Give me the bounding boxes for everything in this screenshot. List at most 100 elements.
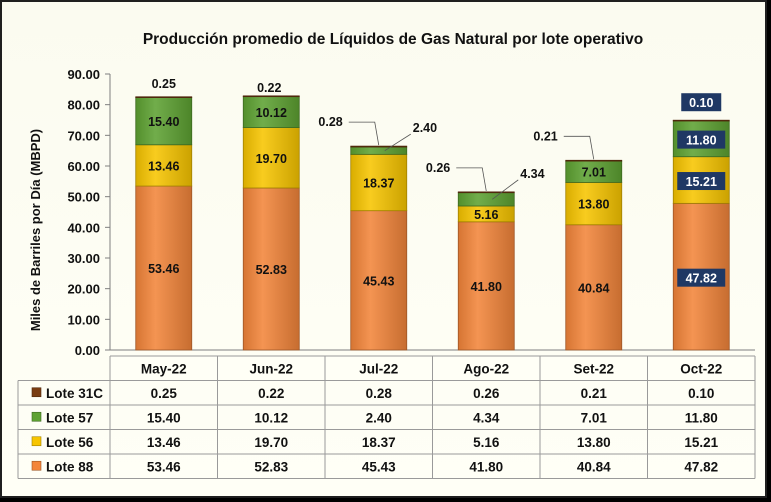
- table-cell: 11.80: [685, 410, 718, 425]
- segment-label: 41.80: [471, 280, 502, 294]
- segment-label: 0.22: [257, 81, 281, 95]
- bar-segment: [565, 224, 623, 351]
- bar-segment: [135, 96, 193, 98]
- y-axis-label: Miles de Barriles por Día (MBPD): [28, 129, 43, 331]
- data-table: May-22 Jun-22 Jul-22 Ago-22 Set-22 Oct-22 Lote…: [17, 355, 756, 479]
- bar-segment: [242, 187, 300, 351]
- table-cell: 41.80: [469, 459, 503, 474]
- segment-label: 0.26: [426, 161, 450, 175]
- segment-label: 2.40: [413, 121, 437, 135]
- y-tick-label: 10.00: [67, 312, 100, 327]
- legend-label: Lote 57: [46, 410, 93, 425]
- segment-label: 40.84: [578, 281, 609, 295]
- table-cell: 53.46: [147, 459, 181, 474]
- legend-swatch: [31, 460, 42, 471]
- segment-label-bg: [677, 268, 726, 287]
- segment-label: 10.12: [256, 106, 287, 120]
- segment-label: 13.46: [148, 159, 179, 173]
- table-cell: 18.37: [362, 435, 396, 450]
- table-cell: 0.26: [473, 386, 500, 401]
- bar-segment: [565, 182, 623, 226]
- y-tick-label: 20.00: [67, 282, 100, 297]
- table-cell: 15.21: [684, 435, 718, 450]
- table-cell: 7.01: [581, 410, 608, 425]
- bars: [135, 95, 730, 351]
- legend-label: Lote 31C: [46, 386, 103, 401]
- bar-segment: [135, 97, 193, 146]
- table-header-category: Jun-22: [249, 361, 293, 376]
- y-tick-label: 70.00: [67, 128, 100, 143]
- bar-segment: [457, 192, 515, 207]
- axes: 0.00 10.00 20.00 30.00 40.00 50.00 60.00 70.00 8…: [67, 67, 755, 358]
- table-cell: 0.22: [258, 386, 284, 401]
- table-cell: 0.25: [151, 386, 178, 401]
- segment-label: 7.01: [582, 166, 606, 180]
- callout-line: [348, 121, 380, 146]
- bar-segment: [350, 145, 408, 148]
- table-cell: 0.21: [581, 386, 608, 401]
- table-cell: 19.70: [254, 435, 288, 450]
- y-tick-label: 40.00: [67, 220, 100, 235]
- segment-label: 45.43: [363, 274, 394, 288]
- segment-label: 52.83: [256, 263, 287, 277]
- y-tick-label: 80.00: [67, 98, 100, 113]
- segment-label: 15.40: [148, 115, 179, 129]
- segment-label: 0.28: [318, 115, 342, 129]
- y-tick-label: 0.00: [75, 343, 100, 358]
- table-header-category: Set-22: [573, 361, 614, 376]
- segment-label: 53.46: [148, 262, 179, 276]
- chart-title: Producción promedio de Líquidos de Gas N…: [143, 31, 643, 48]
- bar-segment: [457, 191, 515, 194]
- callout-line: [492, 179, 519, 200]
- table-cell: 0.28: [366, 386, 393, 401]
- legend-label: Lote 88: [46, 459, 94, 474]
- bar-segment: [672, 119, 730, 122]
- segment-label: 18.37: [363, 177, 394, 191]
- table-cell: 52.83: [254, 459, 288, 474]
- table-cell: 13.80: [577, 435, 611, 450]
- legend-label: Lote 56: [46, 435, 94, 450]
- segment-label: 0.10: [689, 96, 713, 110]
- table-cell: 10.12: [254, 410, 288, 425]
- table-cell: 40.84: [577, 459, 611, 474]
- segment-labels: 53.46 13.46 15.40 0.25 52.83 19.70 10.12 0.22 45…: [148, 77, 726, 295]
- segment-label: 0.21: [533, 129, 557, 143]
- bar-segment: [565, 159, 623, 162]
- callout-line: [456, 167, 487, 191]
- table-cell: 4.34: [473, 410, 500, 425]
- y-tick-label: 50.00: [67, 190, 100, 205]
- bar-segment: [135, 144, 193, 187]
- segment-label: 4.34: [520, 167, 544, 181]
- segment-label-bg: [681, 93, 722, 112]
- table-header-category: May-22: [141, 361, 187, 376]
- table-cell: 15.40: [147, 410, 181, 425]
- segment-label: 11.80: [686, 134, 717, 148]
- legend-swatch: [31, 436, 42, 447]
- table-cell: 47.82: [684, 459, 718, 474]
- y-tick-label: 90.00: [67, 67, 100, 82]
- bar-segment: [135, 185, 193, 351]
- bar-segment: [350, 210, 408, 351]
- callout-line: [384, 133, 411, 152]
- bar-segment: [350, 153, 408, 212]
- legend-swatch: [31, 387, 42, 398]
- table-cell: 0.10: [688, 386, 714, 401]
- table-header-category: Ago-22: [463, 361, 509, 376]
- segment-label-bg: [677, 130, 726, 149]
- y-tick-label: 60.00: [67, 159, 100, 174]
- table-header-category: Jul-22: [359, 361, 398, 376]
- segment-label: 0.25: [152, 77, 176, 91]
- segment-label: 47.82: [686, 272, 717, 286]
- segment-label-bg: [677, 172, 726, 191]
- y-tick-label: 30.00: [67, 251, 100, 266]
- segment-label: 5.16: [474, 208, 498, 222]
- bar-segment: [242, 95, 300, 98]
- table-cell: 5.16: [473, 435, 500, 450]
- segment-label: 13.80: [578, 198, 609, 212]
- segment-label: 19.70: [256, 152, 287, 166]
- callout-line: [563, 135, 595, 160]
- table-header-category: Oct-22: [680, 361, 722, 376]
- table-cell: 45.43: [362, 459, 396, 474]
- table-cell: 13.46: [147, 435, 181, 450]
